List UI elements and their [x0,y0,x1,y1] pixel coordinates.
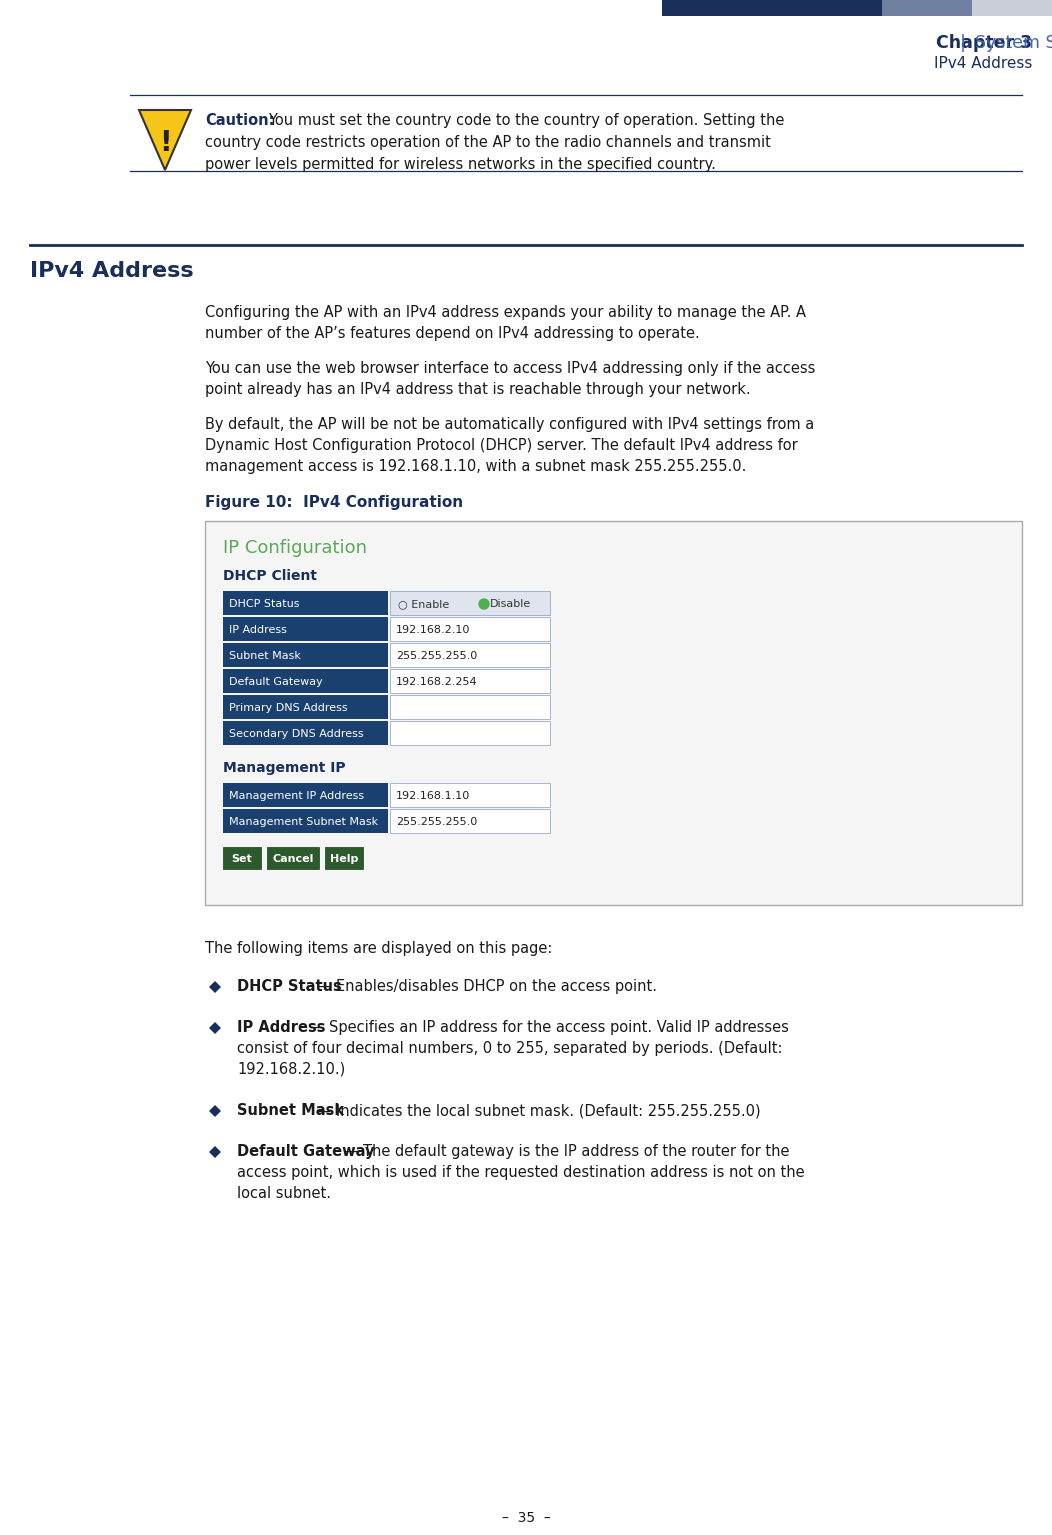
FancyBboxPatch shape [223,695,388,718]
Text: country code restricts operation of the AP to the radio channels and transmit: country code restricts operation of the … [205,135,771,150]
Text: 192.168.2.10.): 192.168.2.10.) [237,1062,345,1078]
Text: 192.168.2.254: 192.168.2.254 [396,677,478,688]
FancyBboxPatch shape [223,721,388,744]
Text: 255.255.255.0: 255.255.255.0 [396,817,478,827]
Text: Disable: Disable [490,599,531,609]
FancyBboxPatch shape [390,721,550,744]
Circle shape [479,599,489,609]
Text: System Settings: System Settings [975,34,1052,52]
Text: consist of four decimal numbers, 0 to 255, separated by periods. (Default:: consist of four decimal numbers, 0 to 25… [237,1041,783,1056]
FancyBboxPatch shape [390,669,550,692]
Text: 192.168.1.10: 192.168.1.10 [396,791,470,801]
Text: point already has an IPv4 address that is reachable through your network.: point already has an IPv4 address that i… [205,382,751,398]
Text: !: ! [159,129,171,157]
Text: Primary DNS Address: Primary DNS Address [229,703,347,712]
Text: ○ Enable: ○ Enable [398,599,449,609]
FancyBboxPatch shape [267,847,319,869]
FancyBboxPatch shape [390,591,550,616]
Text: |: | [960,34,966,52]
FancyBboxPatch shape [882,0,972,15]
Text: Set: Set [231,853,252,864]
Text: Default Gateway: Default Gateway [237,1144,375,1159]
Text: You must set the country code to the country of operation. Setting the: You must set the country code to the cou… [268,114,785,127]
FancyBboxPatch shape [390,809,550,834]
Text: Help: Help [330,853,358,864]
FancyBboxPatch shape [223,669,388,692]
Text: –  35  –: – 35 – [502,1510,550,1524]
Text: access point, which is used if the requested destination address is not on the: access point, which is used if the reque… [237,1165,805,1180]
Text: By default, the AP will be not be automatically configured with IPv4 settings fr: By default, the AP will be not be automa… [205,418,814,431]
Text: IPv4 Address: IPv4 Address [933,55,1032,71]
Text: Management IP Address: Management IP Address [229,791,364,801]
Text: Figure 10:  IPv4 Configuration: Figure 10: IPv4 Configuration [205,494,463,510]
Text: You can use the web browser interface to access IPv4 addressing only if the acce: You can use the web browser interface to… [205,361,815,376]
FancyBboxPatch shape [390,643,550,668]
FancyBboxPatch shape [390,695,550,718]
FancyBboxPatch shape [325,847,363,869]
FancyBboxPatch shape [223,591,388,616]
Text: management access is 192.168.1.10, with a subnet mask 255.255.255.0.: management access is 192.168.1.10, with … [205,459,746,474]
Text: — Specifies an IP address for the access point. Valid IP addresses: — Specifies an IP address for the access… [305,1019,789,1035]
Text: number of the AP’s features depend on IPv4 addressing to operate.: number of the AP’s features depend on IP… [205,325,700,341]
FancyBboxPatch shape [972,0,1052,15]
Text: Dynamic Host Configuration Protocol (DHCP) server. The default IPv4 address for: Dynamic Host Configuration Protocol (DHC… [205,437,797,453]
Text: IPv4 Address: IPv4 Address [31,261,194,281]
Text: Secondary DNS Address: Secondary DNS Address [229,729,364,738]
FancyBboxPatch shape [223,643,388,668]
FancyBboxPatch shape [223,617,388,642]
Text: — Indicates the local subnet mask. (Default: 255.255.255.0): — Indicates the local subnet mask. (Defa… [311,1104,761,1117]
Text: Management IP: Management IP [223,761,346,775]
FancyBboxPatch shape [223,847,261,869]
Text: Chapter 3: Chapter 3 [936,34,1032,52]
Text: Subnet Mask: Subnet Mask [237,1104,344,1117]
Text: 255.255.255.0: 255.255.255.0 [396,651,478,662]
FancyBboxPatch shape [390,783,550,807]
Text: 192.168.2.10: 192.168.2.10 [396,625,470,635]
Text: The following items are displayed on this page:: The following items are displayed on thi… [205,941,552,956]
Text: DHCP Status: DHCP Status [237,979,342,995]
Text: DHCP Client: DHCP Client [223,569,317,583]
Text: Subnet Mask: Subnet Mask [229,651,301,662]
Text: Management Subnet Mask: Management Subnet Mask [229,817,378,827]
Text: Default Gateway: Default Gateway [229,677,323,688]
Text: power levels permitted for wireless networks in the specified country.: power levels permitted for wireless netw… [205,157,715,172]
Polygon shape [139,111,191,170]
Text: Cancel: Cancel [272,853,313,864]
Text: local subnet.: local subnet. [237,1187,331,1200]
Text: — Enables/disables DHCP on the access point.: — Enables/disables DHCP on the access po… [311,979,656,995]
FancyBboxPatch shape [390,617,550,642]
FancyBboxPatch shape [205,520,1021,906]
Text: — The default gateway is the IP address of the router for the: — The default gateway is the IP address … [339,1144,789,1159]
Text: IP Address: IP Address [237,1019,325,1035]
FancyBboxPatch shape [662,0,882,15]
FancyBboxPatch shape [223,783,388,807]
FancyBboxPatch shape [223,809,388,834]
Text: IP Address: IP Address [229,625,287,635]
Text: Configuring the AP with an IPv4 address expands your ability to manage the AP. A: Configuring the AP with an IPv4 address … [205,305,806,319]
Text: DHCP Status: DHCP Status [229,599,300,609]
Text: Caution:: Caution: [205,114,275,127]
Text: IP Configuration: IP Configuration [223,539,367,557]
